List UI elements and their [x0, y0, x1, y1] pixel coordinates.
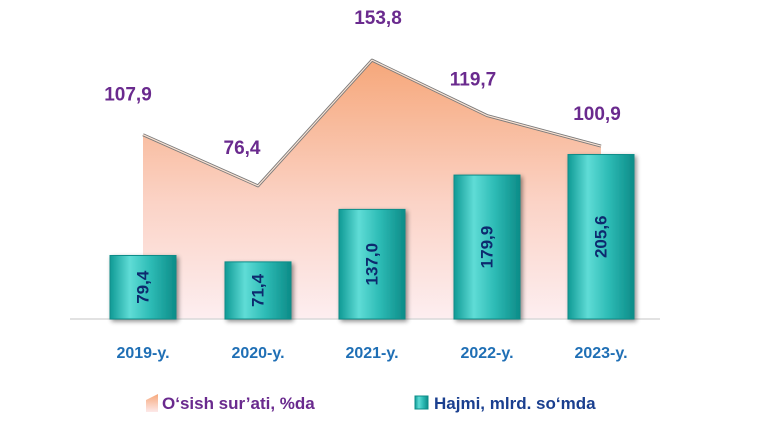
labels: 79,4 71,4 137,0 179,9 205,6 107,9 76,4 153,8 119… [104, 8, 627, 362]
bar-value-label: 137,0 [363, 243, 382, 286]
bar-value-label: 179,9 [478, 226, 497, 269]
legend-swatch-area [146, 394, 158, 412]
legend-label-volume: Hajmi, mlrd. so‘mda [434, 394, 596, 413]
bar-2019-y. [109, 254, 177, 320]
growth-value-label: 76,4 [224, 138, 261, 159]
bar-value-label: 79,4 [134, 270, 153, 304]
bar-2021-y. [338, 208, 406, 320]
legend: O‘sish sur’ati, %da Hajmi, mlrd. so‘mda [146, 394, 596, 413]
bar-2020-y. [224, 261, 292, 320]
x-tick-label: 2020-y. [231, 345, 284, 362]
bar-series [109, 154, 635, 320]
growth-value-label: 100,9 [573, 104, 621, 125]
growth-value-label: 153,8 [354, 8, 402, 29]
bar-value-label: 205,6 [592, 215, 611, 258]
bar-value-label: 71,4 [249, 273, 268, 307]
legend-swatch-bar [414, 395, 429, 410]
bar-2023-y. [567, 154, 635, 320]
x-tick-label: 2022-y. [460, 345, 513, 362]
growth-line-highlight [142, 59, 602, 187]
growth-value-label: 119,7 [450, 70, 497, 91]
x-tick-label: 2021-y. [345, 345, 398, 362]
x-tick-label: 2019-y. [116, 345, 169, 362]
legend-label-growth: O‘sish sur’ati, %da [162, 394, 315, 413]
legend-item-volume: Hajmi, mlrd. so‘mda [414, 394, 596, 413]
legend-item-growth: O‘sish sur’ati, %da [146, 394, 315, 413]
bar-2022-y. [453, 174, 521, 320]
growth-value-label: 107,9 [104, 85, 152, 106]
x-tick-label: 2023-y. [574, 345, 627, 362]
